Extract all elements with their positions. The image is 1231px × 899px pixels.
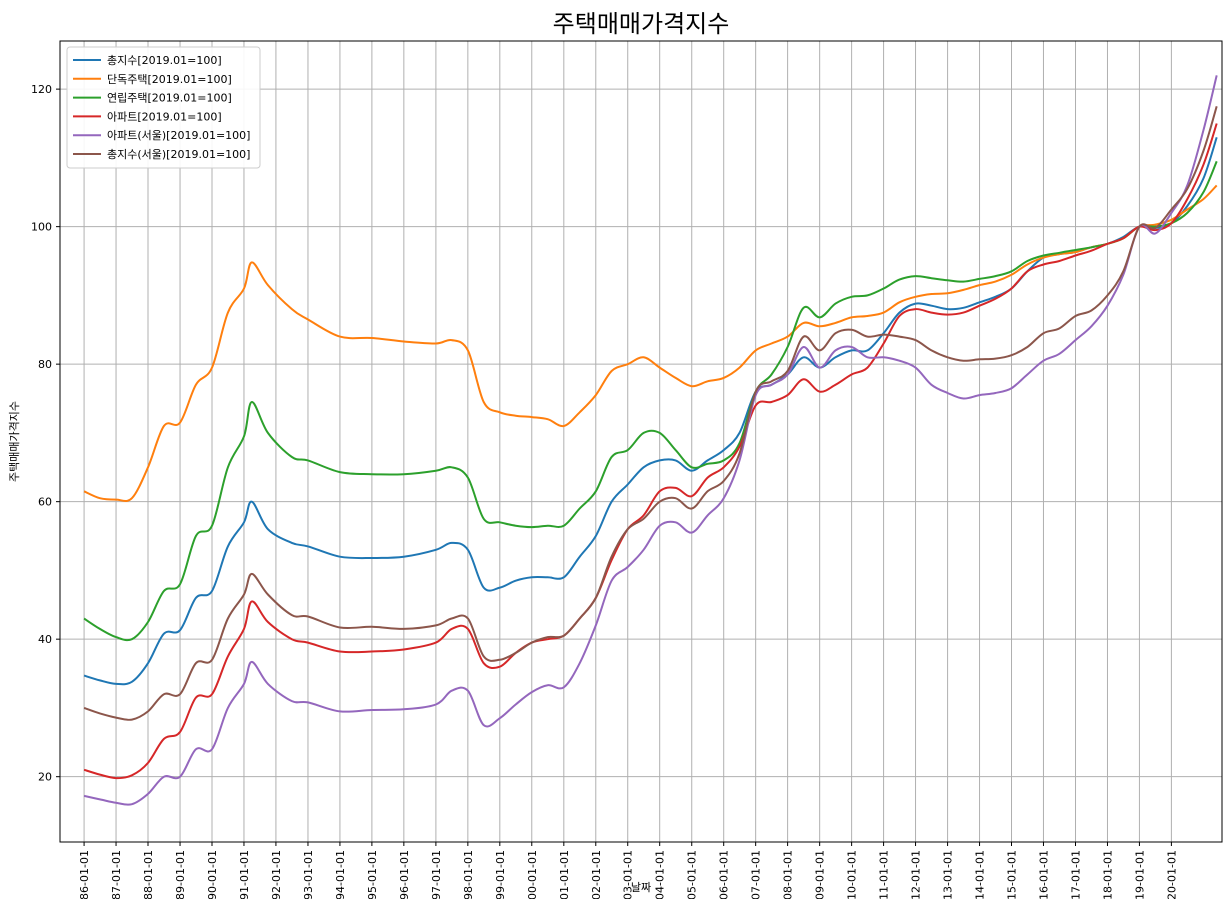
legend-label: 아파트(서울)[2019.01=100] bbox=[107, 129, 250, 142]
x-tick-label: 1993-01-01 bbox=[302, 850, 315, 899]
x-tick-label: 2015-01-01 bbox=[1006, 850, 1019, 899]
x-tick-label: 1995-01-01 bbox=[366, 850, 379, 899]
series-line bbox=[83, 160, 1218, 642]
x-tick-label: 2003-01-01 bbox=[622, 850, 635, 899]
y-tick-label: 80 bbox=[38, 358, 52, 371]
y-tick-label: 40 bbox=[38, 633, 52, 646]
legend-label: 연립주택[2019.01=100] bbox=[107, 92, 232, 105]
series-line bbox=[83, 75, 1218, 806]
series-line bbox=[83, 184, 1218, 503]
x-tick-label: 2006-01-01 bbox=[718, 850, 731, 899]
series-line bbox=[83, 123, 1218, 780]
x-axis-label: 날짜 bbox=[631, 881, 651, 894]
x-tick-label: 1990-01-01 bbox=[206, 850, 219, 899]
x-tick-label: 2005-01-01 bbox=[686, 850, 699, 899]
legend: 총지수[2019.01=100] 단독주택[2019.01=100] 연립주택[20… bbox=[66, 46, 261, 169]
x-tick-label: 2019-01-01 bbox=[1133, 850, 1146, 899]
x-tick-label: 1987-01-01 bbox=[110, 850, 123, 899]
x-tick-label: 2008-01-01 bbox=[782, 850, 795, 899]
x-tick-label: 1992-01-01 bbox=[270, 850, 283, 899]
x-tick-label: 2017-01-01 bbox=[1070, 850, 1083, 899]
legend-label: 단독주택[2019.01=100] bbox=[107, 73, 232, 86]
x-tick-label: 2014-01-01 bbox=[974, 850, 987, 899]
x-tick-label: 2007-01-01 bbox=[750, 850, 763, 899]
y-tick-label: 120 bbox=[31, 83, 52, 96]
x-tick-label: 2002-01-01 bbox=[590, 850, 603, 899]
y-tick-label: 60 bbox=[38, 496, 52, 509]
x-tick-label: 1988-01-01 bbox=[142, 850, 155, 899]
series-line bbox=[83, 106, 1218, 721]
legend-box bbox=[66, 46, 261, 169]
x-tick-label: 2004-01-01 bbox=[654, 850, 667, 899]
x-tick-label: 2010-01-01 bbox=[846, 850, 859, 899]
x-tick-label: 2020-01-01 bbox=[1165, 850, 1178, 899]
x-tick-label: 1999-01-01 bbox=[494, 850, 507, 899]
y-axis: 20 40 60 80 100 120 bbox=[31, 83, 60, 784]
x-tick-label: 2013-01-01 bbox=[942, 850, 955, 899]
x-tick-label: 1989-01-01 bbox=[174, 850, 187, 899]
y-tick-label: 100 bbox=[31, 221, 52, 234]
x-tick-label: 2016-01-01 bbox=[1037, 850, 1050, 899]
legend-label: 총지수(서울)[2019.01=100] bbox=[107, 148, 250, 161]
series-layer bbox=[83, 75, 1218, 806]
x-tick-label: 2018-01-01 bbox=[1101, 850, 1114, 899]
x-tick-label: 1994-01-01 bbox=[334, 850, 347, 899]
plot-frame bbox=[59, 40, 1223, 843]
y-tick-label: 20 bbox=[38, 771, 52, 784]
x-tick-label: 2009-01-01 bbox=[814, 850, 827, 899]
x-tick-label: 1998-01-01 bbox=[462, 850, 475, 899]
x-tick-label: 1986-01-01 bbox=[78, 850, 91, 899]
x-tick-label: 2000-01-01 bbox=[526, 850, 539, 899]
x-tick-label: 2011-01-01 bbox=[878, 850, 891, 899]
x-tick-label: 1991-01-01 bbox=[238, 850, 251, 899]
chart-title: 주택매매가격지수 bbox=[553, 10, 730, 38]
x-tick-label: 2001-01-01 bbox=[558, 850, 571, 899]
x-axis: 1986-01-01 1987-01-01 1988-01-01 1989-01-01… bbox=[78, 842, 1178, 899]
x-tick-label: 1996-01-01 bbox=[398, 850, 411, 899]
legend-label: 총지수[2019.01=100] bbox=[107, 54, 222, 67]
y-axis-label: 주택매매가격지수 bbox=[8, 401, 21, 482]
x-tick-label: 2012-01-01 bbox=[910, 850, 923, 899]
legend-label: 아파트[2019.01=100] bbox=[107, 110, 222, 123]
x-tick-label: 1997-01-01 bbox=[430, 850, 443, 899]
